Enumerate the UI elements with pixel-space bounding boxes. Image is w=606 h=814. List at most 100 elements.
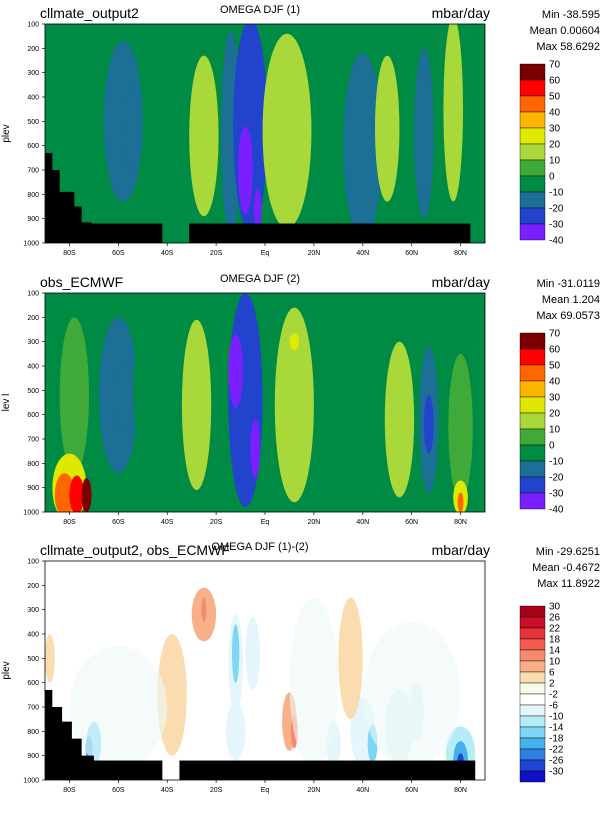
- colorbar-swatch: [519, 332, 546, 350]
- contour-region: [253, 189, 262, 229]
- contour-region: [69, 475, 85, 512]
- terrain-bar-south: [91, 760, 163, 780]
- colorbar-swatch: [519, 223, 546, 241]
- colorbar-swatch: [519, 428, 546, 446]
- y-tick-label: 500: [27, 119, 39, 126]
- case-name: cllmate_output2, obs_ECMWF: [40, 542, 230, 558]
- colorbar-swatch: [519, 143, 546, 161]
- contour-region: [54, 24, 94, 212]
- chart-title: OMEGA DJF (1)-(2): [211, 541, 308, 553]
- contour-region: [228, 334, 244, 408]
- y-tick-label: 300: [27, 339, 39, 346]
- colorbar-swatch: [519, 693, 546, 706]
- colorbar-swatch: [519, 380, 546, 398]
- stat-min: Min -31.0119: [537, 278, 600, 290]
- colorbar-swatch: [519, 476, 546, 494]
- colorbar-swatch: [519, 616, 546, 629]
- colorbar-label: -14: [549, 723, 564, 734]
- y-tick-label: 200: [27, 46, 39, 53]
- colorbar-label: -10: [549, 457, 564, 468]
- contour-region: [45, 634, 55, 683]
- colorbar-swatch: [519, 605, 546, 618]
- colorbar-swatch: [519, 127, 546, 145]
- x-tick-label: 80N: [454, 787, 467, 794]
- y-axis-label: lev l: [1, 394, 12, 412]
- y-tick-label: 1000: [23, 510, 39, 517]
- colorbar-label: 10: [549, 425, 561, 436]
- y-tick-label: 300: [27, 607, 39, 614]
- x-tick-label: 60N: [405, 787, 418, 794]
- colorbar-label: 2: [549, 679, 555, 690]
- x-tick-label: Eq: [261, 519, 270, 526]
- colorbar-swatch: [519, 79, 546, 97]
- x-tick-label: 80S: [63, 250, 76, 257]
- colorbar-swatch: [519, 348, 546, 366]
- colorbar-label: 10: [549, 657, 561, 668]
- colorbar-swatch: [519, 704, 546, 717]
- y-tick-label: 900: [27, 485, 39, 492]
- colorbar-label: -40: [549, 236, 564, 247]
- colorbar-swatch: [519, 759, 546, 772]
- terrain-bar-north: [179, 760, 476, 780]
- colorbar-label: -22: [549, 745, 564, 756]
- colorbar: 70 60 50 40 30 20 10 0 -10 -20 -30 -40: [519, 60, 564, 247]
- contour-region: [333, 305, 393, 500]
- x-tick-label: Eq: [261, 787, 270, 794]
- contour-region: [375, 55, 400, 202]
- colorbar-swatch: [519, 412, 546, 430]
- contour-region: [115, 361, 131, 435]
- colorbar-label: 0: [549, 172, 555, 183]
- contour-fills: [52, 293, 473, 512]
- contour-region: [443, 24, 463, 202]
- x-tick-label: 40N: [356, 787, 369, 794]
- y-tick-label: 1000: [23, 778, 39, 785]
- colorbar-label: 30: [549, 602, 561, 613]
- colorbar-label: -30: [549, 220, 564, 231]
- colorbar-label: 50: [549, 361, 561, 372]
- x-tick-label: 60N: [405, 519, 418, 526]
- terrain-antarctica: [45, 689, 94, 780]
- colorbar-swatch: [519, 770, 546, 783]
- chart-title: OMEGA DJF (2): [220, 273, 300, 285]
- contour-region: [289, 333, 300, 351]
- case-name: obs_ECMWF: [40, 274, 123, 290]
- contour-region: [59, 317, 89, 474]
- y-tick-label: 200: [27, 315, 39, 322]
- contour-region: [232, 624, 240, 683]
- chart-title: OMEGA DJF (1): [220, 4, 300, 16]
- terrain-mask: [45, 689, 476, 780]
- x-tick-label: 40N: [356, 250, 369, 257]
- y-tick-label: 100: [27, 559, 39, 566]
- x-tick-label: 40S: [161, 519, 174, 526]
- colorbar-swatch: [519, 396, 546, 414]
- colorbar-label: 22: [549, 624, 561, 635]
- colorbar-swatch: [519, 748, 546, 761]
- contour-region: [414, 48, 434, 219]
- colorbar-label: -10: [549, 188, 564, 199]
- terrain-bar-south: [91, 223, 163, 243]
- colorbar-label: -2: [549, 690, 558, 701]
- y-tick-label: 800: [27, 192, 39, 199]
- x-tick-label: 20N: [307, 787, 320, 794]
- units-label: mbar/day: [432, 5, 490, 21]
- y-tick-label: 800: [27, 729, 39, 736]
- contour-region: [448, 353, 473, 500]
- colorbar-swatch: [519, 660, 546, 673]
- y-tick-label: 800: [27, 461, 39, 468]
- colorbar-swatch: [519, 671, 546, 684]
- y-tick-label: 100: [27, 291, 39, 298]
- colorbar-label: 20: [549, 140, 561, 151]
- contour-region: [123, 77, 138, 175]
- y-tick-label: 300: [27, 70, 39, 77]
- contour-region: [69, 646, 168, 768]
- colorbar-swatch: [519, 111, 546, 129]
- colorbar-label: -26: [549, 756, 564, 767]
- units-label: mbar/day: [432, 542, 490, 558]
- y-tick-label: 500: [27, 388, 39, 395]
- stat-mean: Mean 0.00604: [530, 25, 600, 37]
- colorbar-swatch: [519, 159, 546, 177]
- x-tick-label: 80N: [454, 519, 467, 526]
- contour-region: [343, 53, 383, 239]
